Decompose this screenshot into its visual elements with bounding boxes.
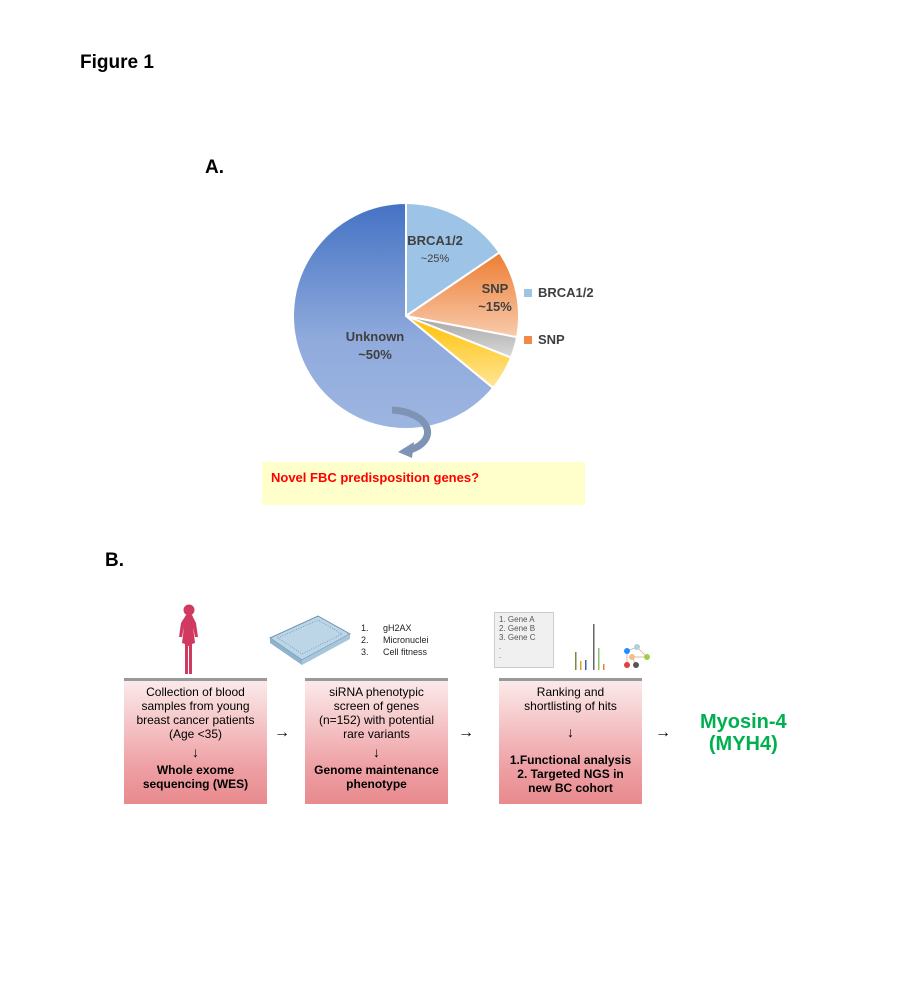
arrow-head: [398, 442, 414, 458]
legend-swatch: [524, 335, 532, 344]
network-icon: [624, 644, 650, 668]
outcome-gene: Myosin-4 (MYH4): [700, 711, 787, 755]
label-snp: SNP ~15%: [478, 281, 512, 314]
note-box: Novel FBC predisposition genes?: [262, 462, 585, 505]
right-arrow-icon: →: [458, 724, 474, 741]
legend-swatch: [524, 288, 532, 297]
note-text: Novel FBC predisposition genes?: [271, 470, 480, 485]
gene-list: 1. Gene A 2. Gene B 3. Gene C..: [494, 612, 554, 668]
down-arrow-icon: ↓: [373, 744, 380, 760]
legend-snp: SNP: [524, 332, 565, 347]
pie-slice-unknown: [292, 201, 495, 430]
down-arrow-icon: ↓: [567, 724, 574, 740]
pie-chart: [292, 201, 520, 458]
pie-slice-brca1-2: [405, 201, 501, 318]
assay-list: 1. gH2AX 2. Micronuclei 3. Cell fitness: [361, 623, 429, 657]
bar-plot-icon: [575, 624, 605, 670]
curved-arrow: [391, 406, 431, 454]
right-arrow-icon: →: [274, 724, 290, 741]
label-brca: BRCA1/2 ~25%: [407, 233, 463, 265]
panel-b-label: B.: [105, 550, 124, 571]
panel-a-label: A.: [205, 157, 224, 178]
woman-icon: [179, 604, 198, 674]
right-arrow-icon: →: [655, 724, 671, 741]
legend-brca: BRCA1/2: [524, 285, 594, 300]
label-unknown: Unknown ~50%: [345, 329, 405, 362]
step-box-3: Ranking and shortlisting of hits ↓ 1.Fun…: [499, 678, 642, 804]
down-arrow-icon: ↓: [192, 744, 199, 760]
well-plate-icon: [268, 615, 352, 665]
figure-title: Figure 1: [80, 52, 154, 73]
step-box-1: Collection of blood samples from young b…: [124, 678, 267, 804]
step-box-2: siRNA phenotypic screen of genes (n=152)…: [305, 678, 448, 804]
pie-slice-snp: [403, 251, 520, 339]
